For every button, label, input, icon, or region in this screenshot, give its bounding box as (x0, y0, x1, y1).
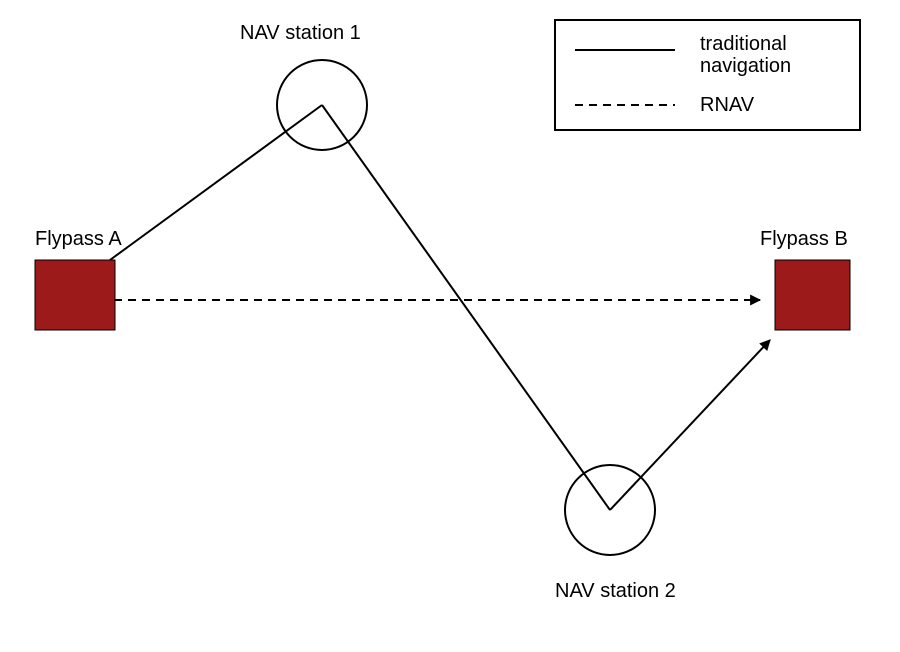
diagram-canvas (0, 0, 900, 652)
edge-trad1 (110, 105, 322, 260)
flypass-a-label: Flypass A (35, 228, 122, 251)
edges-group (72, 105, 770, 510)
edge-trad3 (610, 340, 770, 510)
nav-station-1-label: NAV station 1 (240, 22, 361, 45)
legend-traditional-line1: traditional (700, 33, 787, 56)
legend-traditional-line2: navigation (700, 55, 791, 78)
flypass-b-label: Flypass B (760, 228, 848, 251)
flypassB-node (775, 260, 850, 330)
nav-station-2-label: NAV station 2 (555, 580, 676, 603)
legend-rnav-label: RNAV (700, 94, 754, 117)
flypassA-node (35, 260, 115, 330)
edge-trad2 (322, 105, 610, 510)
